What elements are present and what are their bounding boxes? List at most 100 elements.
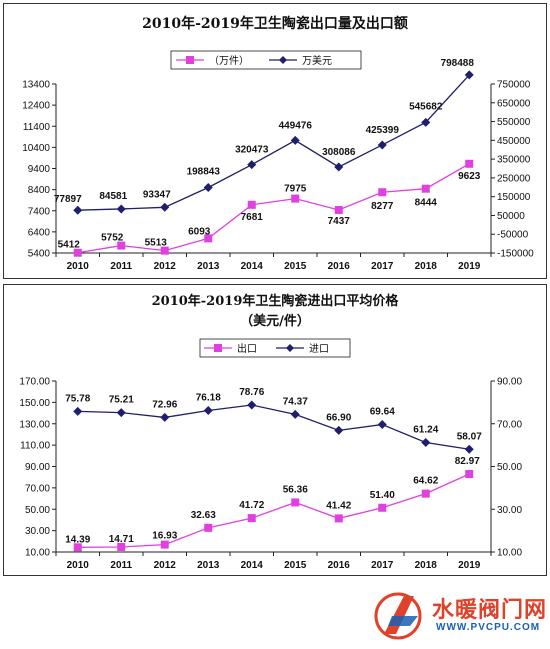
legend-label-import-price: 进口 <box>309 343 329 355</box>
x-tick-label: 2017 <box>371 560 394 571</box>
data-point-square <box>291 194 300 203</box>
x-tick-label: 2016 <box>328 560 351 571</box>
y-right-tick-label: -150000 <box>497 249 534 260</box>
watermark-logo: 水暖阀门网 WWW.PVCPU.COM <box>370 586 550 646</box>
data-point-square <box>160 246 169 255</box>
y-left-tick-label: 90.00 <box>25 462 50 473</box>
x-tick-label: 2015 <box>284 261 307 272</box>
legend: 出口 进口 <box>199 338 351 358</box>
y-right-tick-label: 650000 <box>497 98 531 109</box>
data-label: 58.07 <box>457 431 482 442</box>
x-tick-label: 2011 <box>110 560 132 571</box>
y-right-tick-label: 70.00 <box>497 419 522 430</box>
data-label: 32.63 <box>191 510 216 521</box>
legend-label-export-volume: （万件） <box>209 55 249 67</box>
data-point-diamond <box>73 406 83 416</box>
data-point-diamond <box>116 204 126 214</box>
y-left-tick-label: 30.00 <box>25 526 50 537</box>
x-tick-label: 2013 <box>197 560 220 571</box>
x-tick-label: 2010 <box>67 261 90 272</box>
y-right-tick-label: 550000 <box>497 117 531 128</box>
data-point-square <box>204 523 213 532</box>
y-left-tick-label: 6400 <box>28 227 51 238</box>
data-point-square <box>247 200 256 209</box>
data-label: 14.71 <box>109 534 134 545</box>
y-right-tick-label: 750000 <box>497 80 531 91</box>
series-line-magenta <box>77 473 470 548</box>
data-label: 6093 <box>188 226 211 237</box>
data-label: 69.64 <box>370 407 395 418</box>
legend-marker-square <box>186 56 194 64</box>
data-point-square <box>73 543 82 552</box>
data-point-square <box>378 188 387 197</box>
data-point-diamond <box>421 437 431 447</box>
data-point-diamond <box>116 408 126 418</box>
export-volume-chart-panel: 2010年-2019年卫生陶瓷出口量及出口额 （万件） 万美元 5400 6400… <box>3 3 547 279</box>
data-label: 61.24 <box>413 424 438 435</box>
y-right-tick-label: 250000 <box>497 173 531 184</box>
data-label: 74.37 <box>283 396 308 407</box>
data-label: 5752 <box>101 233 124 244</box>
data-label: 449476 <box>279 120 313 131</box>
x-tick-label: 2012 <box>154 261 177 272</box>
y-left-tick-label: 150.00 <box>19 398 50 409</box>
y-left-tick-label: 7400 <box>28 206 51 217</box>
avg-price-chart: 2010年-2019年卫生陶瓷进出口平均价格 （美元/件） 出口 进口 10.0… <box>19 293 522 571</box>
y-left-tick-label: 9400 <box>28 164 51 175</box>
data-point-diamond <box>203 182 213 192</box>
y-left-tick-label: 110.00 <box>20 441 50 452</box>
y-right-tick-label: 50000 <box>497 211 525 222</box>
y-right-tick-label: 450000 <box>497 136 531 147</box>
data-point-diamond <box>334 162 344 172</box>
data-label: 16.93 <box>152 531 177 542</box>
y-left-tick-label: 11400 <box>23 122 51 133</box>
data-label: 75.21 <box>109 395 134 406</box>
data-point-diamond <box>247 160 257 170</box>
x-tick-label: 2012 <box>154 560 177 571</box>
x-tick-label: 2018 <box>415 261 438 272</box>
series-line-magenta <box>77 163 470 254</box>
data-label: 308086 <box>322 147 356 158</box>
x-tick-label: 2011 <box>110 261 132 272</box>
data-point-square <box>73 248 82 257</box>
data-label: 545682 <box>409 101 443 112</box>
data-label: 51.40 <box>370 490 395 501</box>
data-label: 41.72 <box>239 500 264 511</box>
data-point-square <box>117 241 126 250</box>
data-point-square <box>465 159 474 168</box>
data-label: 14.39 <box>65 534 90 545</box>
y-left-tick-label: 50.00 <box>25 505 50 516</box>
legend-label-export-value: 万美元 <box>302 54 332 67</box>
data-label: 77897 <box>54 194 82 205</box>
legend-label-export-price: 出口 <box>237 342 257 355</box>
legend-marker-square <box>214 344 222 352</box>
y-left-tick-label: 130.00 <box>19 419 50 430</box>
legend-marker-diamond <box>286 344 294 352</box>
data-label: 425399 <box>366 125 400 136</box>
x-tick-label: 2010 <box>67 560 90 571</box>
chart-title: 2010年-2019年卫生陶瓷进出口平均价格 <box>152 293 400 309</box>
data-point-diamond <box>421 117 431 127</box>
y-right-tick-label: 30.00 <box>497 505 522 516</box>
data-point-square <box>160 540 169 549</box>
legend: （万件） 万美元 <box>170 50 362 70</box>
data-label: 56.36 <box>283 484 308 495</box>
data-point-diamond <box>464 444 474 454</box>
x-tick-label: 2019 <box>458 560 481 571</box>
y-left-tick-label: 10.00 <box>25 548 50 559</box>
data-label: 75.78 <box>65 393 90 404</box>
data-label: 64.62 <box>413 476 438 487</box>
pv-logo-icon <box>374 592 422 640</box>
export-volume-chart: 2010年-2019年卫生陶瓷出口量及出口额 （万件） 万美元 5400 6400… <box>22 15 534 272</box>
data-point-square <box>204 234 213 243</box>
y-left-tick-label: 12400 <box>22 101 50 112</box>
y-right-tick-label: -50000 <box>497 230 529 241</box>
x-tick-label: 2019 <box>458 261 481 272</box>
data-point-diamond <box>160 412 170 422</box>
y-right-tick-label: 350000 <box>497 155 531 166</box>
data-label: 76.18 <box>196 393 221 404</box>
data-label: 198843 <box>187 166 221 177</box>
data-point-square <box>291 498 300 507</box>
x-tick-label: 2014 <box>241 261 264 272</box>
data-label: 93347 <box>143 189 171 200</box>
